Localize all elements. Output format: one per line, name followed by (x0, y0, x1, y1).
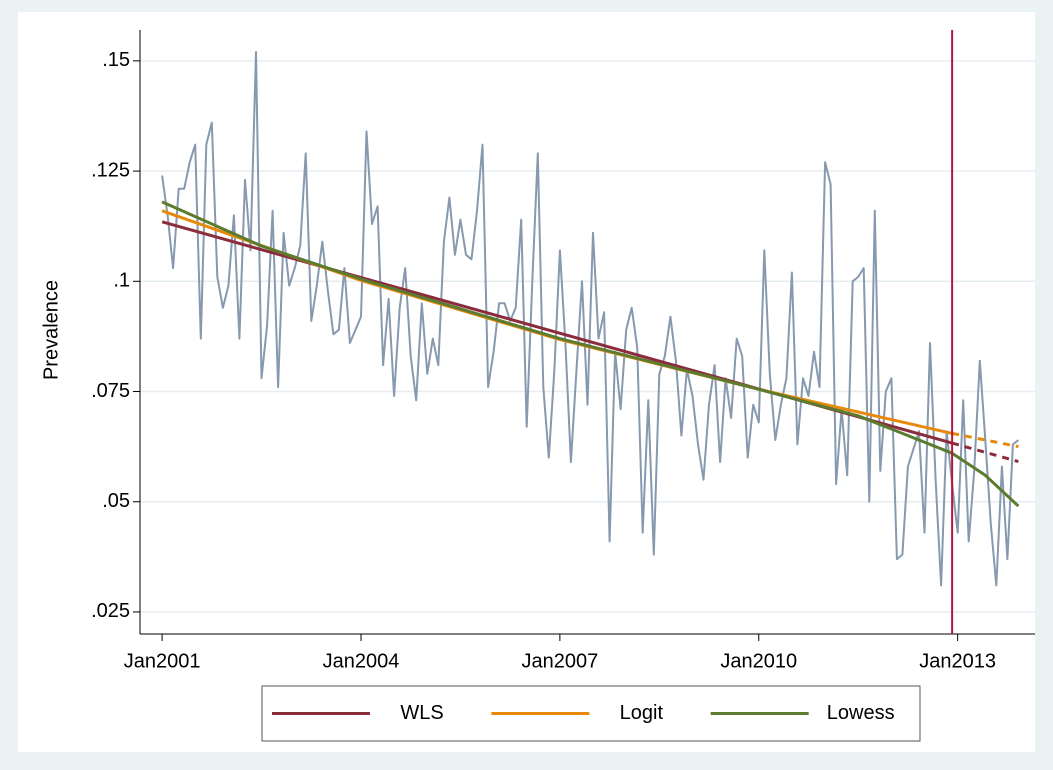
y-tick-label: .1 (113, 270, 130, 292)
legend-label: Lowess (827, 702, 895, 724)
x-tick-label: Jan2013 (919, 650, 996, 672)
data-line (161, 51, 1020, 587)
y-tick-label: .125 (91, 159, 130, 181)
legend-label: WLS (400, 702, 443, 724)
fit-line (951, 441, 1019, 464)
legend-box (261, 685, 921, 742)
y-axis-title: Prevalence (40, 280, 62, 380)
x-tick-label: Jan2007 (522, 650, 599, 672)
y-tick-label: .05 (102, 490, 130, 512)
y-tick-label: .025 (91, 600, 130, 622)
x-tick-label: Jan2004 (323, 650, 400, 672)
y-tick-label: .075 (91, 380, 130, 402)
x-tick-label: Jan2001 (124, 650, 201, 672)
fit-line (951, 431, 1019, 449)
fit-line (161, 200, 1020, 508)
legend-label: Logit (620, 702, 664, 724)
y-tick-label: .15 (102, 49, 130, 71)
x-tick-label: Jan2010 (720, 650, 797, 672)
